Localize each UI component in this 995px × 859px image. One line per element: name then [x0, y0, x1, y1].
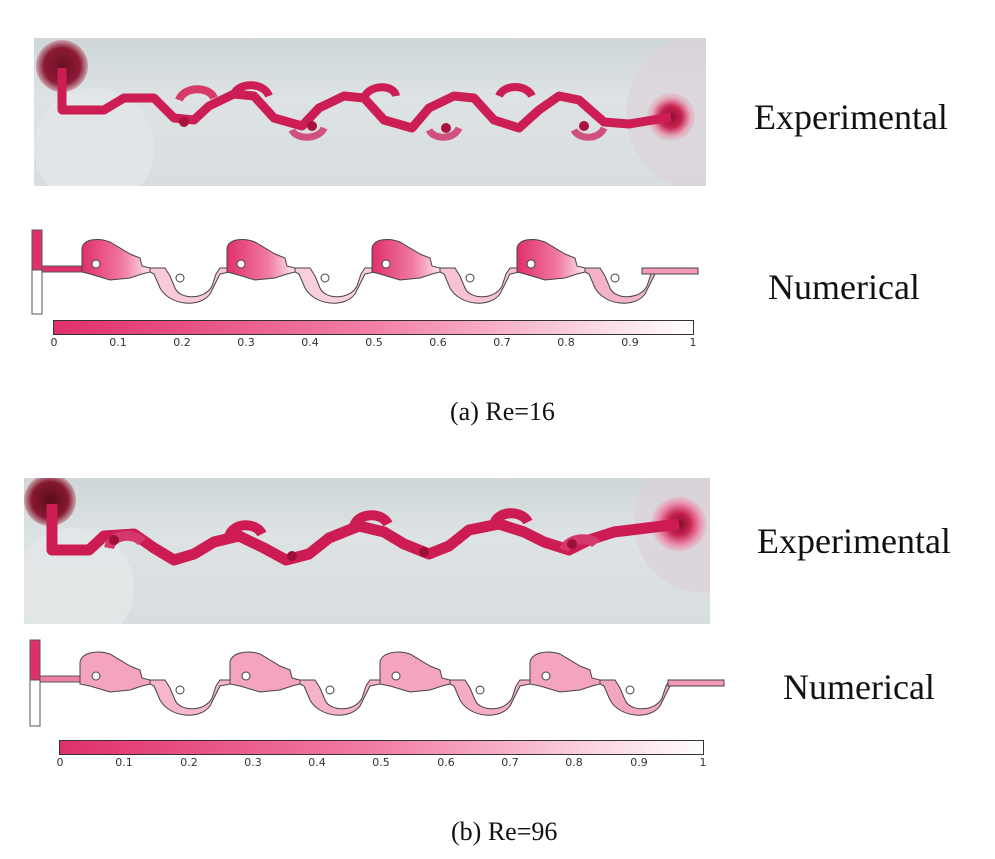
mixer-unit	[371, 239, 521, 304]
colorbar-tick-label: 0.5	[372, 756, 390, 769]
mixer-unit	[79, 651, 231, 716]
mixer-unit	[379, 651, 531, 716]
inlet-reservoir	[24, 478, 76, 526]
experimental-micromixer-b	[24, 478, 710, 624]
colorbar-tick-label: 0.6	[429, 336, 447, 349]
experimental-label-b: Experimental	[757, 521, 951, 561]
colorbar-tick-label: 0	[50, 336, 58, 349]
numerical-simulation-b	[28, 638, 728, 730]
outlet-channel	[667, 679, 725, 687]
mixer-unit	[226, 239, 376, 304]
colorbar-gradient-b	[59, 740, 704, 755]
colorbar-tick-label: 0.1	[115, 756, 133, 769]
colorbar-tick-label: 0.2	[173, 336, 191, 349]
mixer-unit	[516, 239, 666, 304]
experimental-photo-a	[34, 38, 706, 186]
colorbar-tick-label: 0.7	[501, 756, 519, 769]
colorbar-tick-label: 0.6	[437, 756, 455, 769]
colorbar-tick-label: 0.3	[237, 336, 255, 349]
experimental-photo-b	[24, 478, 710, 624]
colorbar-tick-label: 0.4	[301, 336, 319, 349]
colorbar-tick-label: 0	[56, 756, 64, 769]
numerical-micromixer-a	[31, 229, 699, 315]
numerical-simulation-a	[30, 228, 700, 318]
colorbar-tick-label: 1	[699, 756, 707, 769]
mixer-unit	[229, 651, 381, 716]
caption-a: (a) Re=16	[450, 397, 555, 426]
colorbar-tick-label: 0.9	[621, 336, 639, 349]
numerical-micromixer-b	[29, 639, 725, 727]
colorbar-tick-label: 0.8	[557, 336, 575, 349]
colorbar-gradient-a	[53, 320, 694, 335]
mixer-unit	[81, 239, 231, 304]
dye-stream	[57, 68, 672, 133]
colorbar-tick-label: 0.4	[308, 756, 326, 769]
outlet-channel	[641, 267, 699, 275]
mixer-unit	[529, 651, 681, 716]
colorbar-tick-label: 0.8	[565, 756, 583, 769]
colorbar-b: 0 0.1 0.2 0.3 0.4 0.5 0.6 0.7 0.8 0.9 1	[56, 740, 707, 780]
colorbar-a: 0 0.1 0.2 0.3 0.4 0.5 0.6 0.7 0.8 0.9 1	[50, 320, 697, 360]
colorbar-tick-label: 0.9	[630, 756, 648, 769]
numerical-label-a: Numerical	[768, 267, 920, 307]
colorbar-tick-label: 1	[689, 336, 697, 349]
colorbar-tick-label: 0.2	[180, 756, 198, 769]
colorbar-tick-label: 0.1	[109, 336, 127, 349]
colorbar-tick-label: 0.5	[365, 336, 383, 349]
inlet-reservoir	[36, 40, 88, 92]
colorbar-tick-label: 0.3	[244, 756, 262, 769]
experimental-micromixer-a	[34, 38, 706, 186]
caption-b: (b) Re=96	[451, 817, 558, 846]
experimental-label-a: Experimental	[754, 97, 948, 137]
colorbar-tick-label: 0.7	[493, 336, 511, 349]
numerical-label-b: Numerical	[783, 667, 935, 707]
